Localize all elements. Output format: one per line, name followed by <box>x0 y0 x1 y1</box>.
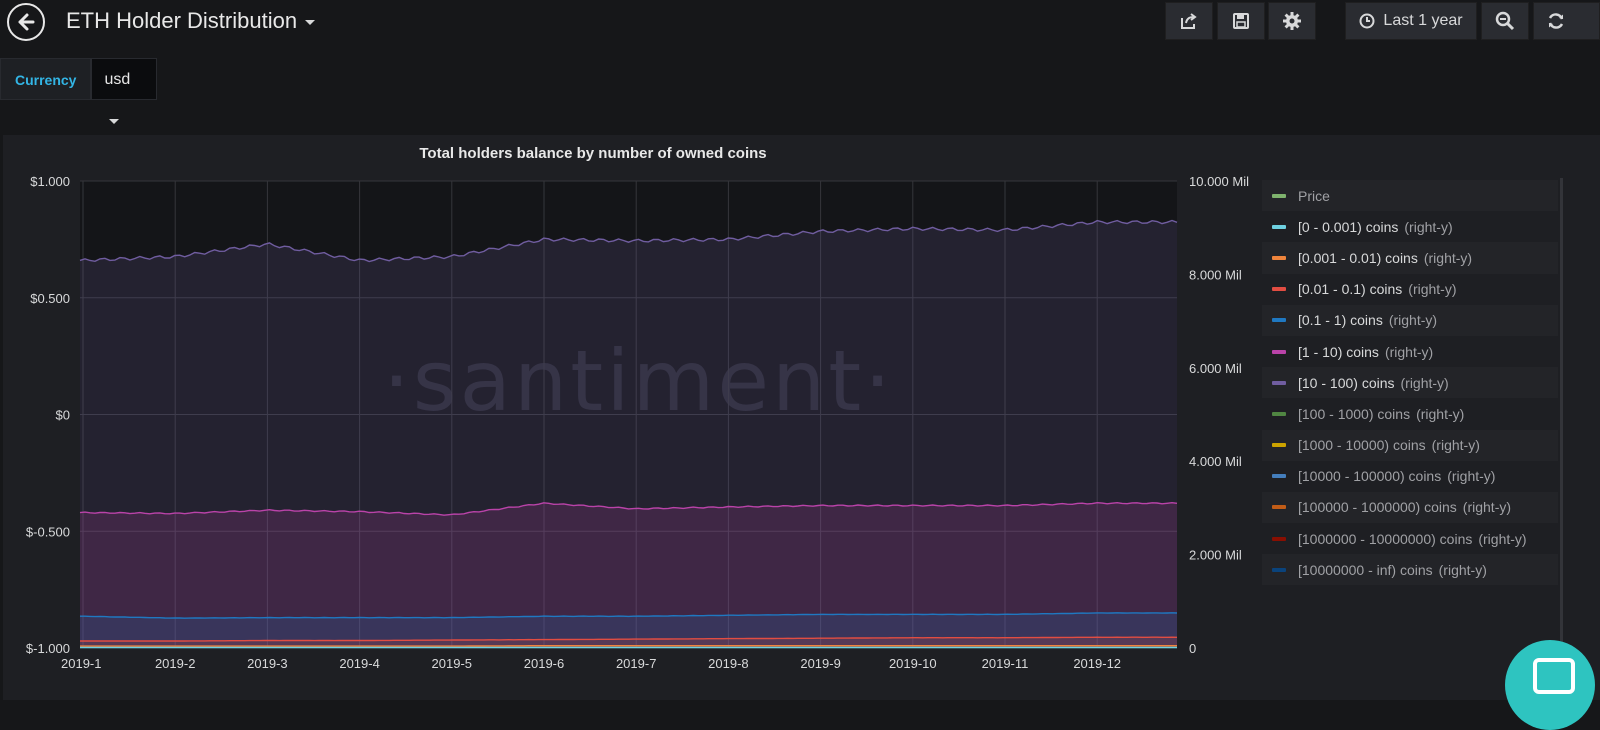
x-axis-tick-label: 2019-5 <box>432 656 472 671</box>
right-axis-tick-label: 2.000 Mil <box>1189 548 1242 563</box>
legend-label: [1000000 - 10000000) coins <box>1298 531 1472 547</box>
legend-label: [10000 - 100000) coins <box>1298 468 1441 484</box>
x-axis-tick-label: 2019-4 <box>339 656 379 671</box>
legend-swatch <box>1272 537 1286 541</box>
legend-label: [100 - 1000) coins <box>1298 406 1410 422</box>
legend-item[interactable]: [10 - 100) coins (right-y) <box>1262 367 1558 398</box>
legend-swatch <box>1272 256 1286 260</box>
chart-legend: Price[0 - 0.001) coins(right-y)[0.001 - … <box>1262 180 1558 585</box>
legend-swatch <box>1272 568 1286 572</box>
legend-axis-suffix: (right-y) <box>1408 281 1456 297</box>
x-axis-tick-label: 2019-12 <box>1073 656 1121 671</box>
x-axis-tick-label: 2019-8 <box>708 656 748 671</box>
x-axis-tick-label: 2019-9 <box>800 656 840 671</box>
legend-label: [100000 - 1000000) coins <box>1298 499 1457 515</box>
legend-item[interactable]: [100000 - 1000000) coins (right-y) <box>1262 492 1558 523</box>
left-axis-tick-label: $1.000 <box>30 174 70 189</box>
legend-swatch <box>1272 412 1286 416</box>
legend-swatch <box>1272 505 1286 509</box>
legend-label: Price <box>1298 188 1330 204</box>
chat-widget-button[interactable] <box>1505 640 1595 730</box>
legend-label: [10 - 100) coins <box>1298 375 1395 391</box>
legend-axis-suffix: (right-y) <box>1416 406 1464 422</box>
legend-label: [0.01 - 0.1) coins <box>1298 281 1402 297</box>
legend-swatch <box>1272 443 1286 447</box>
chat-icon <box>1533 658 1575 694</box>
x-axis-tick-label: 2019-10 <box>889 656 937 671</box>
right-axis-tick-label: 0 <box>1189 641 1196 656</box>
legend-item[interactable]: [1000 - 10000) coins (right-y) <box>1262 430 1558 461</box>
legend-label: [10000000 - inf) coins <box>1298 562 1433 578</box>
legend-item[interactable]: [100 - 1000) coins (right-y) <box>1262 398 1558 429</box>
legend-axis-suffix: (right-y) <box>1439 562 1487 578</box>
legend-axis-suffix: (right-y) <box>1424 250 1472 266</box>
legend-item[interactable]: [0.1 - 1) coins (right-y) <box>1262 305 1558 336</box>
x-axis-tick-label: 2019-11 <box>982 656 1029 671</box>
legend-swatch <box>1272 381 1286 385</box>
legend-axis-suffix: (right-y) <box>1463 499 1511 515</box>
legend-axis-suffix: (right-y) <box>1389 312 1437 328</box>
left-axis-tick-label: $0.500 <box>30 291 70 306</box>
legend-axis-suffix: (right-y) <box>1478 531 1526 547</box>
legend-label: [0 - 0.001) coins <box>1298 219 1398 235</box>
legend-swatch <box>1272 474 1286 478</box>
legend-label: [1000 - 10000) coins <box>1298 437 1426 453</box>
x-axis-tick-label: 2019-6 <box>524 656 564 671</box>
legend-swatch <box>1272 194 1286 198</box>
legend-label: [1 - 10) coins <box>1298 344 1379 360</box>
left-axis-tick-label: $-1.000 <box>26 641 70 656</box>
legend-label: [0.1 - 1) coins <box>1298 312 1383 328</box>
right-axis-tick-label: 6.000 Mil <box>1189 361 1242 376</box>
legend-label: [0.001 - 0.01) coins <box>1298 250 1418 266</box>
x-axis-tick-label: 2019-2 <box>155 656 195 671</box>
right-axis-tick-label: 10.000 Mil <box>1189 174 1249 189</box>
legend-axis-suffix: (right-y) <box>1385 344 1433 360</box>
legend-item[interactable]: Price <box>1262 180 1558 211</box>
legend-swatch <box>1272 350 1286 354</box>
legend-item[interactable]: [10000 - 100000) coins (right-y) <box>1262 461 1558 492</box>
legend-axis-suffix: (right-y) <box>1447 468 1495 484</box>
legend-scrollbar[interactable] <box>1560 178 1563 648</box>
legend-item[interactable]: [1000000 - 10000000) coins (right-y) <box>1262 523 1558 554</box>
right-axis-tick-label: 4.000 Mil <box>1189 454 1242 469</box>
legend-item[interactable]: [10000000 - inf) coins (right-y) <box>1262 554 1558 585</box>
x-axis-tick-label: 2019-7 <box>616 656 656 671</box>
legend-item[interactable]: [0.01 - 0.1) coins (right-y) <box>1262 274 1558 305</box>
legend-axis-suffix: (right-y) <box>1432 437 1480 453</box>
x-axis-tick-label: 2019-1 <box>61 656 101 671</box>
legend-item[interactable]: [0.001 - 0.01) coins (right-y) <box>1262 242 1558 273</box>
right-axis-tick-label: 8.000 Mil <box>1189 267 1242 282</box>
left-axis-tick-label: $0 <box>56 408 70 423</box>
legend-swatch <box>1272 287 1286 291</box>
legend-item[interactable]: [1 - 10) coins (right-y) <box>1262 336 1558 367</box>
legend-swatch <box>1272 318 1286 322</box>
legend-axis-suffix: (right-y) <box>1404 219 1452 235</box>
x-axis-tick-label: 2019-3 <box>247 656 287 671</box>
legend-item[interactable]: [0 - 0.001) coins (right-y) <box>1262 211 1558 242</box>
left-axis-tick-label: $-0.500 <box>26 524 70 539</box>
legend-swatch <box>1272 225 1286 229</box>
legend-axis-suffix: (right-y) <box>1401 375 1449 391</box>
